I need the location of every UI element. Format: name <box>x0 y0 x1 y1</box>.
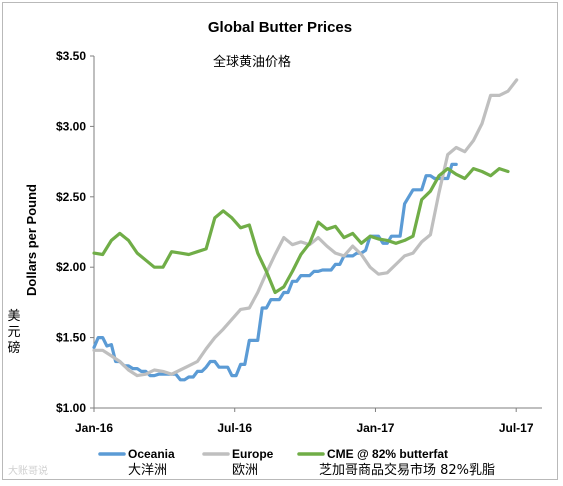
chart-title: Global Butter Prices <box>208 19 352 36</box>
series-line-europe <box>92 78 519 378</box>
y-tick-label: $2.00 <box>56 260 86 274</box>
y-axis-label: Dollars per Pound <box>24 184 39 296</box>
legend-label-cn: 芝加哥商品交易市场 82%乳脂 <box>319 462 495 478</box>
legend-label-cn: 欧洲 <box>232 463 258 478</box>
x-tick-label: Jul-16 <box>217 421 252 435</box>
legend-label: CME @ 82% butterfat <box>327 447 448 461</box>
legend-label: Europe <box>232 447 274 461</box>
series-line-oceania <box>92 162 458 382</box>
y-tick-labels: $1.00 $1.50 $2.00 $2.50 $3.00 $3.50 <box>56 49 86 415</box>
series-lines <box>92 78 519 382</box>
legend-label: Oceania <box>128 447 175 461</box>
y-tick-label: $3.50 <box>56 49 86 63</box>
axes <box>90 55 542 412</box>
chart-subtitle-cn: 全球黄油价格 <box>213 54 291 70</box>
x-tick-label: Jan-16 <box>75 421 113 435</box>
watermark: 大账哥说 <box>8 464 48 477</box>
chart-frame <box>2 2 558 480</box>
y-tick-label: $3.00 <box>56 119 86 133</box>
y-tick-label: $2.50 <box>56 190 86 204</box>
x-tick-labels: Jan-16 Jul-16 Jan-17 Jul-17 <box>75 421 534 435</box>
y-axis-label-cn: 美元磅 <box>7 309 20 356</box>
y-tick-label: $1.00 <box>56 401 86 415</box>
legend: Oceania 大洋洲 Europe 欧洲 CME @ 82% butterfat芝加哥… <box>98 447 495 478</box>
series-line-cme <box>92 167 510 295</box>
x-tick-label: Jan-17 <box>356 421 394 435</box>
y-tick-label: $1.50 <box>56 331 86 345</box>
x-tick-label: Jul-17 <box>499 421 534 435</box>
legend-label-cn: 大洋洲 <box>128 463 167 478</box>
